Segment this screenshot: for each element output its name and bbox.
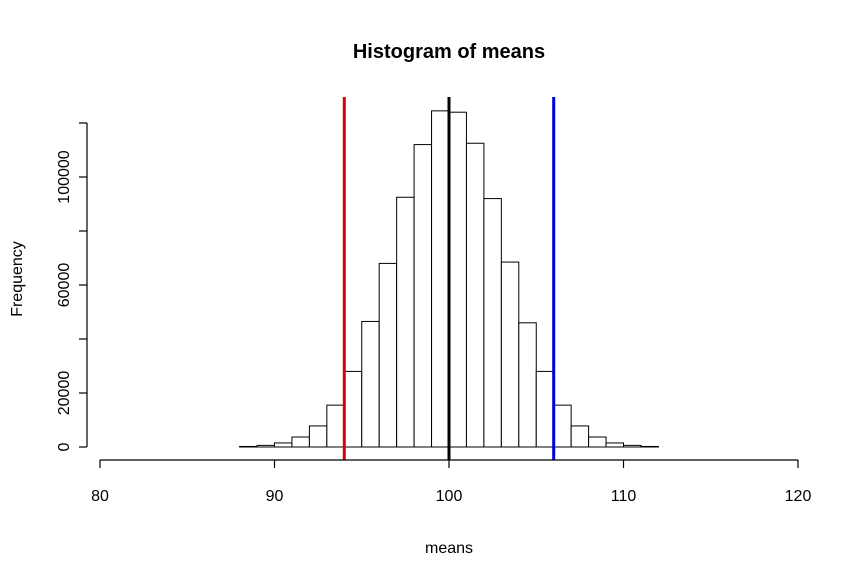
histogram-bar-23: [570, 425, 590, 448]
x-tick-label-3: 110: [611, 488, 637, 505]
histogram-bar-15: [431, 110, 450, 448]
x-tick-label-0: 80: [91, 488, 109, 505]
y-tick-label-2: 60000: [56, 263, 73, 308]
histogram-bars: [239, 110, 659, 448]
y-axis-label: Frequency: [9, 241, 26, 317]
histogram-bar-9: [326, 404, 345, 448]
histogram-bar-24: [588, 436, 607, 448]
histogram-bar-5: [256, 444, 275, 448]
histogram-bar-13: [396, 196, 415, 448]
y-tick-label-0: 0: [56, 442, 73, 451]
histogram-bar-16: [448, 111, 467, 448]
x-axis: 80 90 100 110 120: [91, 459, 812, 505]
histogram-bar-22: [553, 404, 572, 448]
x-tick-label-2: 100: [436, 488, 463, 505]
histogram-bar-12: [378, 262, 398, 448]
reference-lines: [342, 97, 556, 460]
histogram-bar-6: [274, 442, 293, 448]
chart-title: Histogram of means: [353, 41, 545, 63]
x-axis-label: means: [425, 540, 473, 557]
histogram-bar-18: [483, 198, 502, 448]
histogram-bar-8: [308, 425, 328, 448]
histogram-bar-21: [535, 370, 555, 448]
y-tick-label-1: 20000: [56, 371, 73, 416]
y-tick-label-3: 100000: [56, 150, 73, 203]
x-tick-label-1: 90: [266, 488, 284, 505]
histogram-bar-14: [413, 144, 433, 448]
histogram-bar-17: [465, 142, 485, 448]
histogram-bar-4: [239, 445, 258, 448]
histogram-bar-27: [640, 445, 659, 448]
histogram-bar-11: [361, 320, 380, 448]
histogram-bar-20: [518, 322, 537, 448]
y-axis: 0 20000 60000 100000: [56, 122, 88, 451]
histogram-bar-10: [343, 370, 363, 448]
histogram-bar-26: [623, 444, 642, 448]
histogram-bar-19: [500, 261, 520, 448]
x-tick-label-4: 120: [785, 488, 812, 505]
histogram-bar-7: [291, 436, 310, 448]
histogram-bar-25: [605, 442, 624, 448]
